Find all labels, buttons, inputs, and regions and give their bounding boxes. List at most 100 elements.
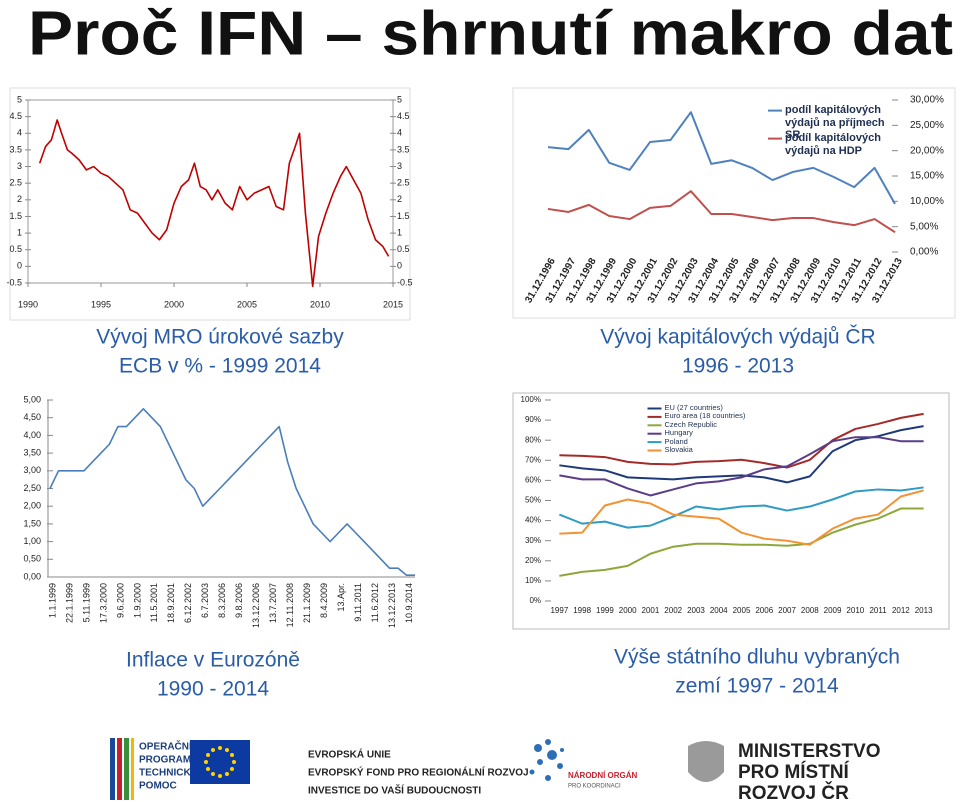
- x-tick-label: 2013: [915, 606, 933, 615]
- x-tick-label: 2000: [619, 606, 637, 615]
- x-tick-label: 13.12.2013: [387, 583, 397, 628]
- y-tick-label: 1,50: [23, 518, 41, 528]
- y-tick-label: 15,00%: [910, 171, 944, 182]
- footer: OPERAČNÍ PROGRAM TECHNICKÁ POMOC EVROPSK…: [110, 738, 881, 802]
- y-tick-label: 30,00%: [910, 95, 944, 106]
- x-tick-label: 9.11.2011: [353, 583, 363, 622]
- x-tick-label: 2005: [733, 606, 751, 615]
- data-line: [559, 425, 924, 484]
- eu-text: EVROPSKÝ FOND PRO REGIONÁLNÍ ROZVOJ: [308, 766, 529, 779]
- y-tick-label: 60%: [525, 476, 541, 485]
- x-tick-label: 6.7.2003: [200, 583, 210, 618]
- chart-caption: Vývoj MRO úrokové sazby: [96, 326, 344, 349]
- data-line: [38, 119, 390, 288]
- y-tick-label: 4,50: [23, 412, 41, 422]
- x-tick-label: 8.4.2009: [319, 583, 329, 618]
- y-tick-label: 5: [17, 94, 22, 104]
- y-tick-label: 3.5: [397, 144, 410, 154]
- logo-stripe: [131, 738, 134, 800]
- plot-frame: [27, 99, 394, 284]
- y-tick-label: 50%: [525, 496, 541, 505]
- logo-text: POMOC: [139, 781, 177, 792]
- y-tick-label: -0.5: [6, 277, 22, 287]
- logo-text: PROGRAM: [139, 755, 191, 766]
- eu-stars: [204, 746, 236, 778]
- x-tick-label: 1998: [573, 606, 591, 615]
- x-tick-label: 2011: [869, 606, 887, 615]
- x-tick-label: 6.12.2002: [183, 583, 193, 623]
- y-tick-label: 25,00%: [910, 120, 944, 131]
- nok-dots: [529, 739, 564, 781]
- y-tick-label: 5,00%: [910, 221, 938, 232]
- logo-stripe: [124, 738, 129, 800]
- eu-logo: EVROPSKÁ UNIE EVROPSKÝ FOND PRO REGIONÁL…: [190, 740, 529, 797]
- logo-stripe: [110, 738, 115, 800]
- y-tick-label: 1.5: [9, 211, 22, 221]
- y-tick-label: 1.5: [397, 211, 410, 221]
- y-tick-label: 4,00: [23, 430, 41, 440]
- y-tick-label: 2: [397, 194, 402, 204]
- data-line: [547, 111, 896, 205]
- chart-panel: [9, 87, 411, 321]
- x-tick-label: 1.9.2000: [132, 583, 142, 618]
- data-line: [559, 486, 924, 529]
- chart-caption: zemí 1997 - 2014: [675, 675, 839, 698]
- chart-caption: 1996 - 2013: [682, 355, 794, 378]
- y-tick-label: 2.5: [397, 178, 410, 188]
- y-tick-label: 80%: [525, 435, 541, 444]
- x-tick-label: 12.11.2008: [285, 583, 295, 627]
- y-tick-label: 40%: [525, 516, 541, 525]
- data-line: [559, 489, 924, 546]
- x-tick-label: 2009: [824, 606, 842, 615]
- x-tick-label: 9.6.2000: [115, 583, 125, 618]
- y-tick-label: 70%: [525, 455, 541, 464]
- x-tick-label: 1990: [18, 299, 38, 309]
- y-tick-label: 90%: [525, 415, 541, 424]
- y-tick-label: 1: [397, 227, 402, 237]
- y-tick-label: 5,00: [23, 394, 41, 404]
- x-tick-label: 13.Apr.: [336, 583, 346, 612]
- mmr-text: PRO MÍSTNÍ: [738, 761, 850, 783]
- y-tick-label: 4: [17, 128, 22, 138]
- x-tick-label: 11.6.2012: [370, 583, 380, 622]
- y-tick-label: 30%: [525, 536, 541, 545]
- data-line: [559, 436, 924, 497]
- y-tick-label: 2,00: [23, 501, 41, 511]
- chart-panel: [4, 393, 420, 633]
- x-tick-label: 10.9.2014: [404, 583, 414, 623]
- y-tick-label: 4: [397, 128, 402, 138]
- data-line: [547, 190, 896, 234]
- y-tick-label: 3: [17, 161, 22, 171]
- optp-logo: OPERAČNÍ PROGRAM TECHNICKÁ POMOC: [110, 738, 198, 800]
- y-tick-label: 0.5: [397, 244, 410, 254]
- x-tick-label: 18.9.2001: [166, 583, 176, 623]
- mmr-text: MINISTERSTVO: [738, 741, 881, 762]
- chart-caption: Inflace v Eurozóně: [126, 649, 300, 672]
- y-tick-label: 4.5: [397, 111, 410, 121]
- x-tick-label: 2005: [237, 299, 257, 309]
- x-tick-label: 2007: [778, 606, 796, 615]
- x-tick-label: 2010: [846, 606, 864, 615]
- chart-panel: [512, 87, 956, 319]
- nok-text: NÁRODNÍ ORGÁN: [568, 771, 638, 780]
- x-tick-label: 2003: [687, 606, 705, 615]
- x-tick-label: 2006: [755, 606, 773, 615]
- x-tick-label: 5.11.1999: [81, 583, 91, 622]
- y-tick-label: 0: [397, 261, 402, 271]
- y-tick-label: 1,00: [23, 536, 41, 546]
- y-tick-label: 3,50: [23, 447, 41, 457]
- data-line: [559, 507, 924, 577]
- x-tick-label: 2004: [710, 606, 728, 615]
- y-tick-label: 10,00%: [910, 196, 944, 207]
- logo-text: TECHNICKÁ: [139, 766, 198, 779]
- y-tick-label: 0.5: [9, 244, 22, 254]
- y-tick-label: 2: [17, 194, 22, 204]
- x-tick-label: 1995: [91, 299, 111, 309]
- eu-text: EVROPSKÁ UNIE: [308, 748, 391, 761]
- y-tick-label: 0,00%: [910, 247, 938, 258]
- chart-caption: Výše státního dluhu vybraných: [614, 646, 900, 669]
- eu-text: INVESTICE DO VAŠÍ BUDOUCNOSTI: [308, 784, 481, 797]
- chart-panel: [512, 392, 950, 630]
- y-tick-label: 0%: [529, 596, 541, 605]
